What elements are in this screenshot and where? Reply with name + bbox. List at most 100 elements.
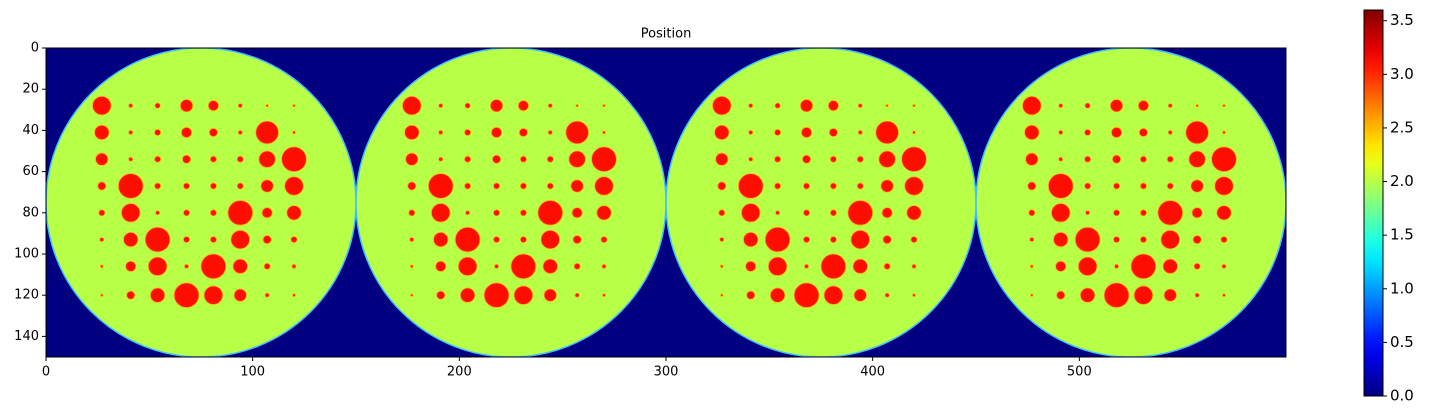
insert — [457, 256, 478, 277]
insert — [98, 209, 106, 217]
insert — [1029, 264, 1034, 269]
insert — [602, 130, 606, 135]
insert — [99, 264, 104, 269]
insert — [540, 229, 560, 250]
insert — [281, 146, 307, 173]
insert — [847, 200, 874, 226]
insert — [402, 96, 422, 116]
insert — [1109, 99, 1124, 113]
insert — [1191, 207, 1203, 219]
insert — [493, 182, 501, 190]
insert — [800, 126, 813, 139]
insert — [1084, 155, 1092, 163]
insert — [183, 209, 191, 217]
insert — [852, 258, 868, 274]
insert — [1139, 209, 1147, 217]
insert — [746, 290, 756, 300]
x-tick-label: 0 — [42, 365, 50, 380]
insert — [719, 237, 725, 243]
y-tick-label: 20 — [22, 82, 39, 97]
insert — [712, 96, 732, 116]
insert — [804, 263, 810, 269]
insert — [1163, 288, 1177, 302]
insert — [1079, 287, 1096, 303]
insert — [261, 207, 273, 219]
insert — [286, 205, 302, 221]
insert — [715, 152, 729, 166]
x-tick-label: 500 — [1067, 365, 1092, 380]
insert — [718, 209, 726, 217]
insert — [1084, 128, 1092, 136]
insert — [510, 253, 537, 280]
insert — [154, 102, 161, 109]
insert — [438, 130, 444, 135]
insert — [912, 293, 916, 298]
insert — [117, 173, 144, 199]
insert — [1167, 103, 1173, 109]
colorbar-tick-label: 2.0 — [1390, 172, 1414, 190]
insert — [878, 150, 896, 168]
insert — [1113, 182, 1121, 190]
insert — [236, 155, 244, 163]
insert — [856, 182, 864, 190]
insert — [1166, 182, 1174, 190]
insert — [227, 200, 254, 226]
insert — [1167, 130, 1173, 135]
insert — [803, 236, 811, 244]
insert — [600, 236, 608, 244]
insert — [1024, 124, 1040, 141]
insert — [543, 288, 557, 302]
insert — [1084, 102, 1091, 109]
insert — [1133, 285, 1154, 305]
insert — [209, 182, 217, 190]
x-tick-label: 400 — [860, 365, 885, 380]
insert — [857, 130, 863, 135]
insert — [1077, 256, 1098, 277]
insert — [184, 263, 190, 269]
insert — [602, 293, 606, 298]
insert — [99, 237, 105, 243]
insert — [1190, 179, 1204, 193]
insert — [565, 120, 589, 145]
insert — [404, 124, 420, 141]
insert — [236, 182, 244, 190]
insert — [147, 256, 168, 277]
insert — [912, 104, 916, 108]
insert — [464, 102, 471, 109]
insert — [911, 263, 917, 269]
insert — [454, 226, 481, 253]
insert — [719, 264, 724, 269]
insert — [438, 156, 444, 162]
insert — [906, 205, 922, 221]
insert — [1222, 130, 1226, 135]
insert — [820, 253, 847, 280]
insert — [1056, 290, 1066, 300]
insert — [95, 152, 109, 166]
y-tick-label: 0 — [31, 41, 39, 56]
insert — [1192, 235, 1202, 245]
insert — [1112, 154, 1122, 164]
insert — [1114, 263, 1120, 269]
colorbar-tick-label: 3.0 — [1390, 65, 1414, 83]
insert — [1027, 181, 1037, 191]
insert — [546, 182, 554, 190]
insert — [290, 236, 298, 244]
y-tick-label: 40 — [22, 123, 39, 138]
insert — [717, 181, 727, 191]
insert — [793, 282, 820, 308]
insert — [803, 182, 811, 190]
insert — [767, 256, 788, 277]
insert — [1130, 253, 1157, 280]
insert — [173, 282, 200, 308]
insert — [517, 100, 529, 112]
insert — [258, 150, 276, 168]
disk — [355, 48, 667, 357]
disk — [46, 48, 357, 357]
insert — [154, 182, 162, 190]
insert — [602, 104, 606, 108]
insert — [154, 155, 162, 163]
insert — [1195, 104, 1199, 108]
insert — [1216, 205, 1232, 221]
insert — [775, 210, 781, 216]
insert — [260, 179, 274, 193]
